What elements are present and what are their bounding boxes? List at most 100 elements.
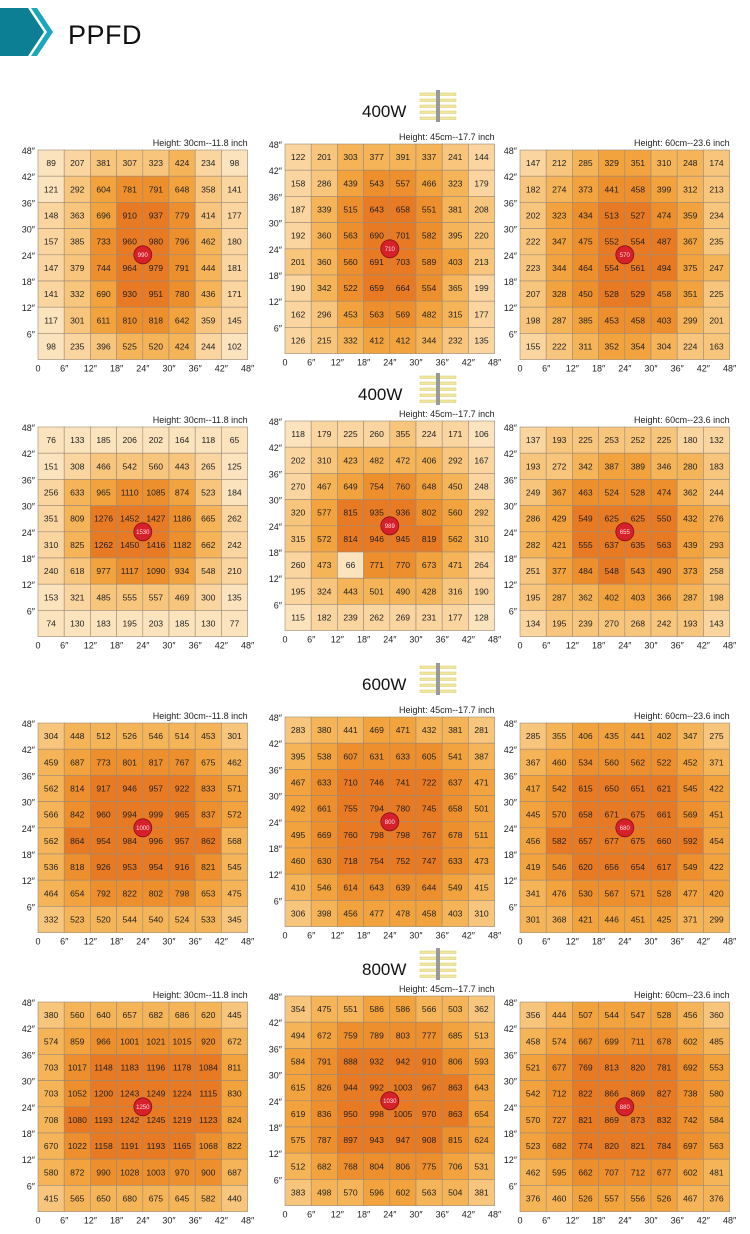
- heatmap-cell: [468, 525, 495, 553]
- heatmap-cell: [310, 169, 338, 197]
- heatmap-cell: [90, 1185, 117, 1212]
- cell-value: 463: [578, 488, 593, 498]
- cell-value: 198: [526, 315, 541, 325]
- x-tick-label: 30″: [409, 635, 423, 645]
- led-bar-lamp-icon: [419, 663, 457, 695]
- x-tick-label: 36″: [671, 364, 685, 374]
- heatmap-cell: [650, 333, 678, 360]
- cell-value: 464: [44, 888, 59, 898]
- heatmap-cell: [337, 420, 364, 448]
- cell-value: 352: [605, 342, 620, 352]
- heatmap-cell: [90, 228, 117, 256]
- heatmap-cell: [598, 1054, 626, 1081]
- cell-value: 625: [605, 514, 620, 524]
- cell-value: 897: [343, 1135, 358, 1145]
- y-tick-label: 12″: [504, 876, 518, 886]
- y-tick-label: 12″: [22, 580, 36, 590]
- cell-value: 471: [474, 778, 489, 788]
- cell-value: 174: [709, 158, 724, 168]
- cell-value: 380: [44, 1010, 59, 1020]
- heatmap-cell: [415, 327, 443, 354]
- heatmap-cell: [221, 610, 248, 637]
- cell-value: 202: [526, 211, 541, 221]
- cell-value: 323: [552, 211, 567, 221]
- x-tick-label: 30″: [644, 364, 658, 374]
- cell-value: 920: [201, 1036, 216, 1046]
- x-tick-label: 42″: [462, 1210, 476, 1220]
- center-value: 1530: [136, 530, 150, 536]
- heatmap-cell: [519, 610, 547, 637]
- heatmap-cell: [168, 722, 196, 750]
- cell-value: 320: [291, 508, 306, 518]
- cell-value: 550: [657, 514, 672, 524]
- cell-value: 945: [396, 534, 411, 544]
- heatmap-cell: [468, 143, 495, 171]
- heatmap-cell: [37, 175, 65, 203]
- heatmap-cell: [441, 143, 469, 171]
- heatmap-cell: [221, 748, 248, 776]
- heatmap-cell: [572, 175, 599, 203]
- heatmap-cell: [441, 551, 469, 579]
- cell-value: 179: [474, 178, 489, 188]
- cell-value: 648: [175, 184, 190, 194]
- x-tick-label: 12″: [566, 1216, 580, 1226]
- cell-value: 796: [175, 237, 190, 247]
- heatmap-cell: [572, 1106, 599, 1134]
- heatmap-cell: [284, 1179, 312, 1206]
- cell-value: 873: [631, 1115, 646, 1125]
- height-title: Height: 60cm--23.6 inch: [634, 138, 730, 148]
- heatmap-cell: [441, 900, 469, 927]
- heatmap-cell: [194, 775, 222, 802]
- cell-value: 126: [291, 336, 306, 346]
- heatmap-cell: [441, 473, 469, 500]
- heatmap-cell: [468, 1100, 495, 1128]
- heatmap-cell: [116, 1132, 144, 1160]
- cell-value: 548: [605, 566, 620, 576]
- x-tick-label: 42″: [215, 641, 229, 651]
- cell-value: 814: [343, 534, 358, 544]
- heatmap-cell: [116, 175, 144, 203]
- cell-value: 300: [201, 592, 216, 602]
- heatmap-cell: [90, 722, 117, 750]
- heatmap-cell: [415, 1126, 443, 1154]
- x-tick-label: 48″: [723, 1216, 737, 1226]
- heatmap-cell: [90, 1106, 117, 1134]
- cell-value: 495: [291, 830, 306, 840]
- cell-value: 460: [291, 856, 306, 866]
- heatmap-cell: [337, 222, 364, 250]
- heatmap-cell: [90, 202, 117, 229]
- heatmap-cell: [624, 557, 652, 585]
- heatmap-cell: [284, 420, 312, 448]
- heatmap-cell: [703, 1080, 730, 1108]
- heatmap-cell: [310, 551, 338, 579]
- heatmap-cell: [624, 775, 652, 802]
- x-tick-label: 0: [517, 1216, 522, 1226]
- x-tick-label: 18″: [110, 364, 124, 374]
- heatmap-cell: [624, 1054, 652, 1081]
- heatmap-cell: [90, 879, 117, 907]
- cell-value: 706: [448, 1161, 463, 1171]
- heatmap-cell: [703, 280, 730, 308]
- cell-value: 190: [291, 283, 306, 293]
- heatmap-cell: [650, 1027, 678, 1055]
- cell-value: 125: [227, 461, 242, 471]
- height-title: Height: 45cm--17.7 inch: [399, 705, 495, 715]
- cell-value: 240: [44, 566, 59, 576]
- cell-value: 171: [448, 429, 463, 439]
- heatmap-cell: [703, 722, 730, 750]
- heatmap-cell: [90, 853, 117, 881]
- heatmap-cell: [63, 583, 91, 611]
- heatmap-cell: [310, 420, 338, 448]
- cell-value: 602: [683, 1167, 698, 1177]
- cell-value: 135: [474, 336, 489, 346]
- cell-value: 118: [291, 429, 305, 439]
- heatmap-cell: [650, 280, 678, 308]
- cell-value: 203: [149, 619, 164, 629]
- cell-value: 371: [709, 757, 724, 767]
- heatmap-cell: [650, 228, 678, 256]
- heatmap-cell: [37, 306, 65, 334]
- heatmap-cell: [441, 327, 469, 354]
- heatmap-cell: [194, 306, 222, 334]
- cell-value: 994: [123, 810, 138, 820]
